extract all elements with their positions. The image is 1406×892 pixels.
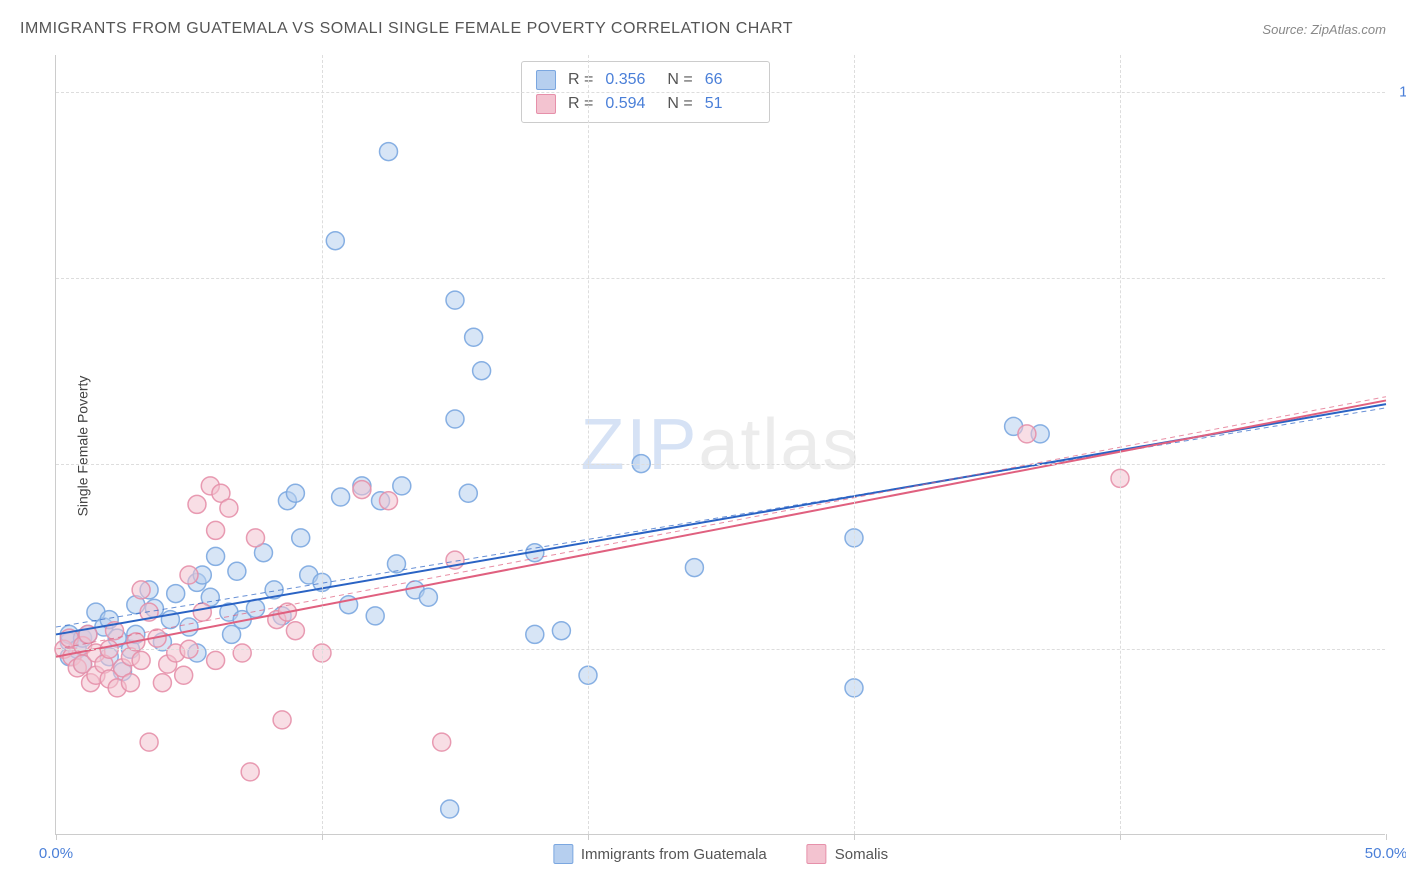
scatter-point: [228, 562, 246, 580]
gridline-h: [56, 278, 1385, 279]
gridline-h: [56, 92, 1385, 93]
scatter-point: [433, 733, 451, 751]
x-tick-mark: [1120, 834, 1121, 840]
legend-swatch: [536, 70, 556, 90]
plot-svg: [56, 55, 1385, 834]
legend-n-label: N =: [667, 95, 692, 113]
scatter-point: [188, 495, 206, 513]
gridline-v: [854, 55, 855, 834]
scatter-point: [332, 488, 350, 506]
legend-swatch: [553, 844, 573, 864]
x-tick-mark: [1386, 834, 1387, 840]
scatter-point: [247, 529, 265, 547]
scatter-point: [526, 625, 544, 643]
scatter-point: [419, 588, 437, 606]
legend-series: Immigrants from Guatemala Somalis: [553, 844, 888, 864]
scatter-point: [552, 622, 570, 640]
source-label: Source:: [1262, 22, 1307, 37]
scatter-point: [233, 644, 251, 662]
legend-r-value: 0.356: [605, 71, 655, 89]
scatter-point: [441, 800, 459, 818]
scatter-point: [193, 603, 211, 621]
legend-r-value: 0.594: [605, 95, 655, 113]
scatter-point: [207, 651, 225, 669]
gridline-h: [56, 464, 1385, 465]
scatter-point: [473, 362, 491, 380]
scatter-point: [446, 291, 464, 309]
legend-swatch: [807, 844, 827, 864]
y-tick-label: 100.0%: [1390, 84, 1406, 101]
x-tick-mark: [56, 834, 57, 840]
scatter-point: [153, 674, 171, 692]
scatter-point: [459, 484, 477, 502]
x-tick-mark: [854, 834, 855, 840]
x-tick-mark: [588, 834, 589, 840]
x-tick-label: 0.0%: [39, 845, 73, 862]
scatter-point: [292, 529, 310, 547]
scatter-point: [366, 607, 384, 625]
scatter-point: [286, 484, 304, 502]
scatter-point: [286, 622, 304, 640]
scatter-point: [446, 410, 464, 428]
legend-r-label: R =: [568, 71, 593, 89]
scatter-point: [132, 651, 150, 669]
legend-item-label: Somalis: [835, 846, 888, 863]
scatter-point: [353, 481, 371, 499]
legend-swatch: [536, 94, 556, 114]
scatter-point: [121, 674, 139, 692]
scatter-point: [180, 566, 198, 584]
legend-n-value: 66: [705, 71, 755, 89]
x-tick-mark: [322, 834, 323, 840]
scatter-point: [685, 559, 703, 577]
scatter-point: [207, 521, 225, 539]
gridline-v: [1120, 55, 1121, 834]
legend-n-value: 51: [705, 95, 755, 113]
scatter-point: [1018, 425, 1036, 443]
source-value: ZipAtlas.com: [1311, 22, 1386, 37]
x-tick-label: 50.0%: [1365, 845, 1406, 862]
scatter-point: [380, 492, 398, 510]
scatter-point: [140, 733, 158, 751]
legend-n-label: N =: [667, 71, 692, 89]
chart-source: Source: ZipAtlas.com: [1262, 22, 1386, 37]
scatter-point: [393, 477, 411, 495]
scatter-point: [241, 763, 259, 781]
y-tick-label: 50.0%: [1390, 455, 1406, 472]
chart-header: IMMIGRANTS FROM GUATEMALA VS SOMALI SING…: [20, 20, 1386, 38]
legend-stat-row: R = 0.356 N = 66: [536, 68, 755, 92]
gridline-v: [588, 55, 589, 834]
gridline-h: [56, 649, 1385, 650]
scatter-point: [175, 666, 193, 684]
gridline-v: [322, 55, 323, 834]
scatter-point: [220, 499, 238, 517]
scatter-point: [247, 599, 265, 617]
legend-r-label: R =: [568, 95, 593, 113]
scatter-point: [207, 547, 225, 565]
scatter-point: [132, 581, 150, 599]
chart-title: IMMIGRANTS FROM GUATEMALA VS SOMALI SING…: [20, 20, 793, 38]
scatter-chart: ZIPatlas R =0.356N =66R =0.594N =51 Immi…: [55, 55, 1385, 835]
y-tick-label: 25.0%: [1390, 641, 1406, 658]
scatter-point: [167, 585, 185, 603]
scatter-point: [326, 232, 344, 250]
legend-item: Somalis: [807, 844, 888, 864]
scatter-point: [465, 328, 483, 346]
scatter-point: [380, 143, 398, 161]
trend-line-dashed: [56, 408, 1386, 627]
legend-item: Immigrants from Guatemala: [553, 844, 767, 864]
scatter-point: [273, 711, 291, 729]
legend-item-label: Immigrants from Guatemala: [581, 846, 767, 863]
legend-stat-row: R = 0.594 N = 51: [536, 92, 755, 116]
y-tick-label: 75.0%: [1390, 269, 1406, 286]
